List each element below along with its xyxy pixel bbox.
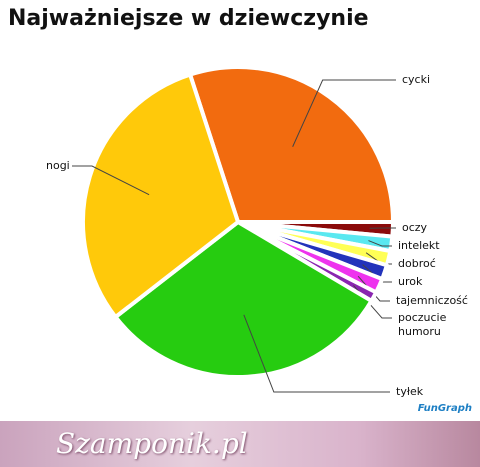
leader-line <box>357 275 390 302</box>
slice-label: urok <box>398 275 423 288</box>
banner-text: Szamponik.pl <box>56 427 248 460</box>
leader-line <box>292 79 396 147</box>
slice-label: oczy <box>402 221 428 234</box>
banner: Szamponik.pl <box>0 421 480 467</box>
watermark: FunGraph <box>417 403 472 414</box>
slice-label: cycki <box>402 73 431 86</box>
leader-line <box>368 240 392 247</box>
slice-label: nogi <box>46 159 70 172</box>
slice-label: intelekt <box>398 239 440 252</box>
slice-label: tyłek <box>396 385 424 398</box>
pie-slice <box>113 220 374 379</box>
pie-slice <box>81 72 240 320</box>
chart <box>72 65 396 393</box>
leader-line <box>243 314 390 393</box>
slice-label: poczucie humoru <box>398 311 447 338</box>
chart-title: Najważniejsze w dziewczynie <box>8 6 369 31</box>
slice-label: dobroć <box>398 257 436 270</box>
slice-label: tajemniczość <box>396 294 468 307</box>
leader-line <box>72 165 150 196</box>
pie-slice <box>188 65 395 224</box>
